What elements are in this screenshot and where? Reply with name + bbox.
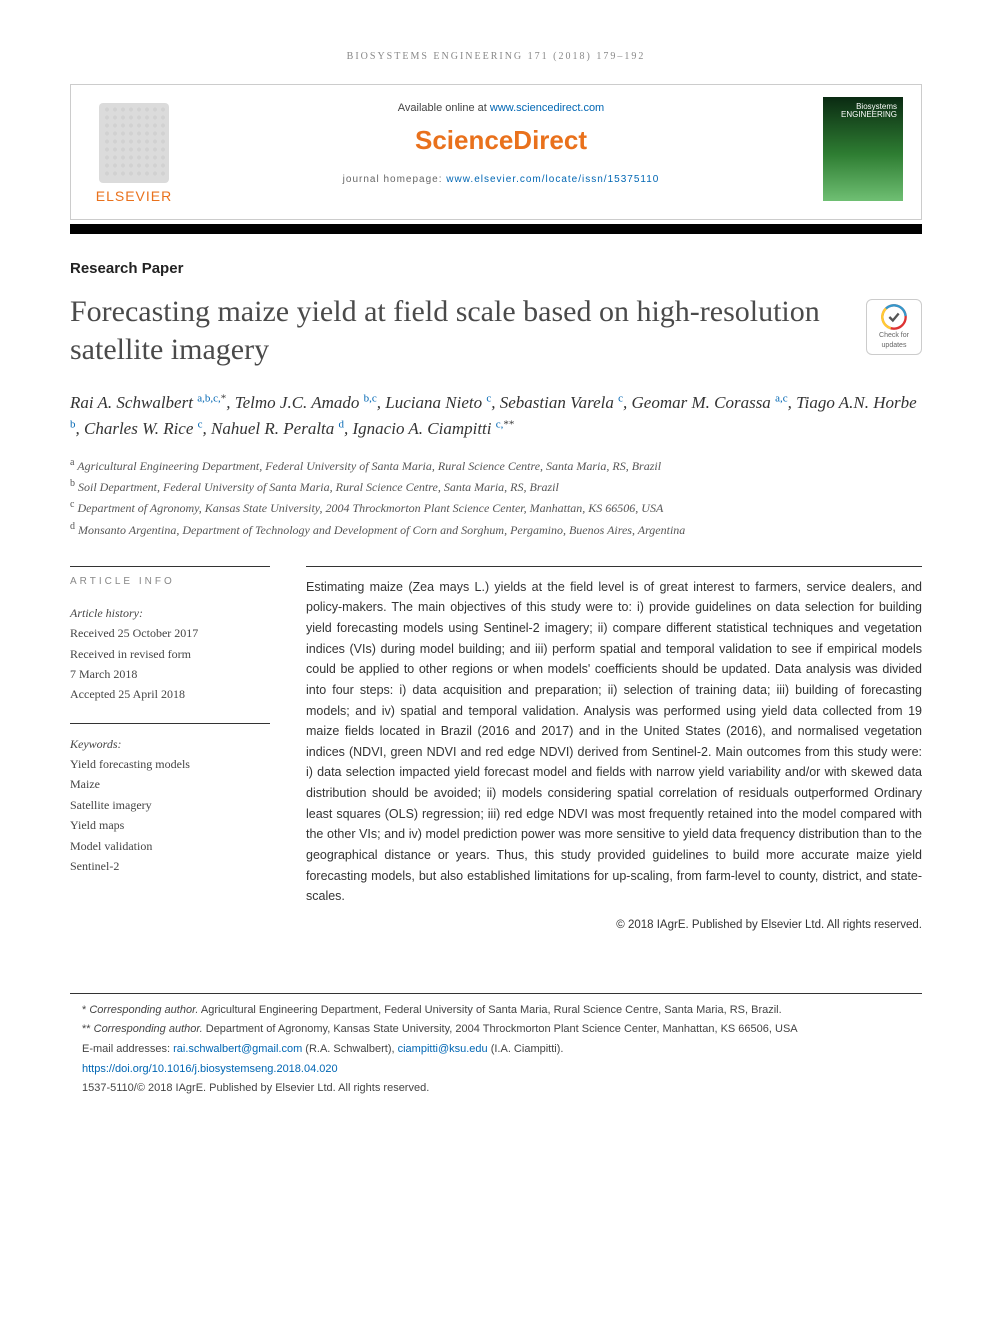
abstract-text: Estimating maize (Zea mays L.) yields at… [306,577,922,907]
publisher-logo[interactable]: ELSEVIER [89,97,179,207]
homepage-url[interactable]: www.elsevier.com/locate/issn/15375110 [446,174,659,185]
info-divider [70,723,270,724]
affiliation: d Monsanto Argentina, Department of Tech… [70,519,922,540]
corresponding-author-1: * Corresponding author. Agricultural Eng… [70,1002,922,1020]
history-label: Article history: [70,603,270,623]
corresponding-author-2: ** Corresponding author. Department of A… [70,1021,922,1039]
doi-line: https://doi.org/10.1016/j.biosystemseng.… [70,1061,922,1079]
affiliation-list: a Agricultural Engineering Department, F… [70,455,922,540]
journal-homepage: journal homepage: www.elsevier.com/locat… [179,173,823,187]
page: BIOSYSTEMS ENGINEERING 171 (2018) 179–19… [0,0,992,1140]
author: Charles W. Rice c [84,419,203,438]
author: Luciana Nieto c [385,393,491,412]
keyword: Model validation [70,836,270,856]
cover-title: Biosystems ENGINEERING [823,103,897,119]
keyword: Yield maps [70,815,270,835]
header-divider-bar [70,224,922,234]
keyword: Maize [70,774,270,794]
journal-cover-thumbnail[interactable]: Biosystems ENGINEERING [823,97,903,201]
article-history: Article history: Received 25 October 201… [70,603,270,705]
history-line: 7 March 2018 [70,664,270,684]
history-line: Received in revised form [70,644,270,664]
info-abstract-row: ARTICLE INFO Article history: Received 2… [70,566,922,933]
sciencedirect-logo[interactable]: ScienceDirect [179,122,823,158]
publisher-name: ELSEVIER [96,187,172,207]
email-link-2[interactable]: ciampitti@ksu.edu [398,1043,488,1055]
author-list: Rai A. Schwalbert a,b,c,*, Telmo J.C. Am… [70,390,922,441]
abstract-column: Estimating maize (Zea mays L.) yields at… [306,566,922,933]
journal-header: ELSEVIER Available online at www.science… [70,84,922,220]
author: Telmo J.C. Amado b,c [235,393,377,412]
header-center: Available online at www.sciencedirect.co… [179,97,823,187]
keyword: Sentinel-2 [70,856,270,876]
affiliation: b Soil Department, Federal University of… [70,476,922,497]
author: Sebastian Varela c [500,393,623,412]
available-prefix: Available online at [398,102,490,114]
header-row: ELSEVIER Available online at www.science… [89,97,903,207]
crossmark-icon [880,303,908,331]
author: Geomar M. Corassa a,c [632,393,788,412]
email-link-1[interactable]: rai.schwalbert@gmail.com [173,1043,302,1055]
author: Rai A. Schwalbert a,b,c,* [70,393,226,412]
crossmark-label: Check for updates [867,331,921,351]
affiliation: a Agricultural Engineering Department, F… [70,455,922,476]
homepage-prefix: journal homepage: [343,174,447,185]
abstract-copyright: © 2018 IAgrE. Published by Elsevier Ltd.… [306,917,922,933]
elsevier-tree-icon [99,103,169,183]
abstract-top-rule [306,566,922,567]
available-online: Available online at www.sciencedirect.co… [179,101,823,116]
sciencedirect-url[interactable]: www.sciencedirect.com [490,102,604,114]
paper-title: Forecasting maize yield at field scale b… [70,293,836,368]
issn-copyright: 1537-5110/© 2018 IAgrE. Published by Els… [70,1080,922,1098]
title-row: Forecasting maize yield at field scale b… [70,293,922,368]
article-info-heading: ARTICLE INFO [70,566,270,589]
keywords-label: Keywords: [70,734,270,754]
crossmark-badge[interactable]: Check for updates [866,299,922,355]
author: Ignacio A. Ciampitti c,** [353,419,515,438]
doi-link[interactable]: https://doi.org/10.1016/j.biosystemseng.… [82,1063,338,1075]
footnotes: * Corresponding author. Agricultural Eng… [70,993,922,1098]
author: Nahuel R. Peralta d [211,419,344,438]
article-info-column: ARTICLE INFO Article history: Received 2… [70,566,270,933]
journal-reference: BIOSYSTEMS ENGINEERING 171 (2018) 179–19… [70,50,922,64]
affiliation: c Department of Agronomy, Kansas State U… [70,497,922,518]
keyword: Yield forecasting models [70,754,270,774]
history-line: Accepted 25 April 2018 [70,684,270,704]
email-line: E-mail addresses: rai.schwalbert@gmail.c… [70,1041,922,1059]
history-line: Received 25 October 2017 [70,623,270,643]
keywords-block: Keywords: Yield forecasting models Maize… [70,734,270,877]
keyword: Satellite imagery [70,795,270,815]
article-type: Research Paper [70,258,922,279]
